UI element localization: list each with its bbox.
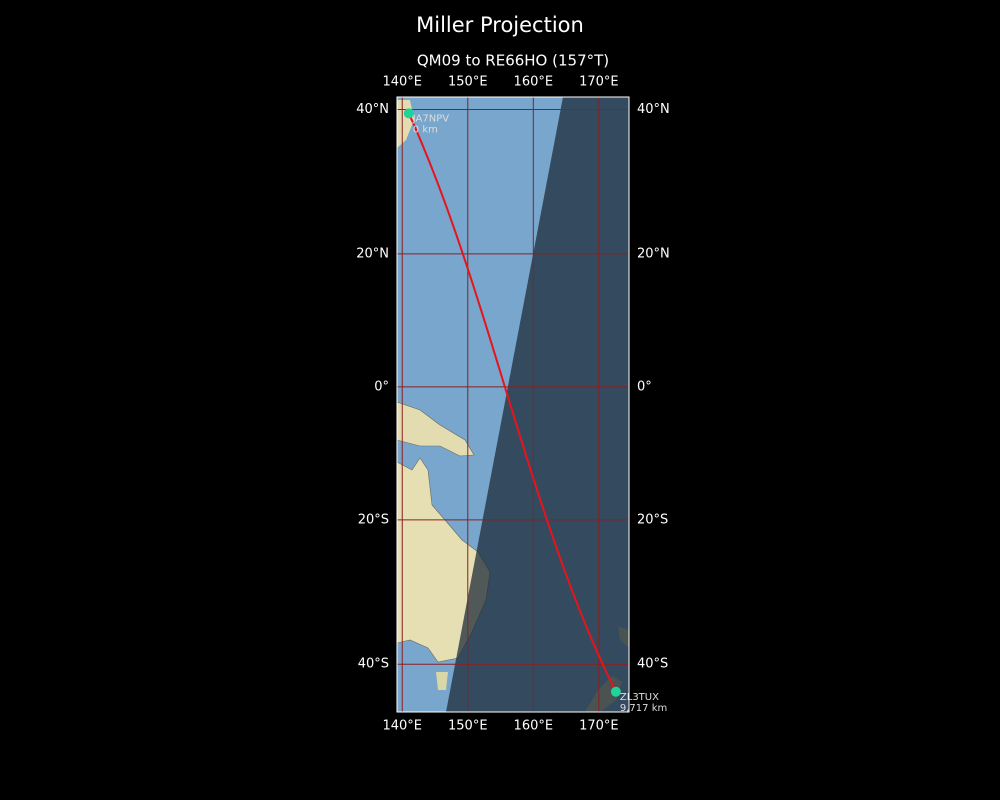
lat-tick-label: 40°S	[358, 657, 389, 672]
station-marker	[403, 108, 414, 119]
lon-tick-label: 140°E	[382, 719, 422, 734]
lon-tick-label: 140°E	[382, 75, 422, 90]
lon-tick-label: 160°E	[514, 75, 554, 90]
lat-tick-label: 0°	[637, 379, 652, 394]
station-marker	[610, 686, 621, 697]
lat-tick-label: 40°N	[356, 102, 389, 117]
lat-tick-label: 20°N	[637, 246, 670, 261]
great-circle-path	[407, 112, 617, 693]
map-frame	[396, 96, 630, 713]
lat-tick-label: 0°	[374, 379, 389, 394]
lat-tick-label: 20°S	[358, 512, 389, 527]
station-distance: 0 km	[413, 124, 438, 135]
lon-tick-label: 160°E	[514, 719, 554, 734]
lat-tick-label: 40°N	[637, 102, 670, 117]
lon-tick-label: 150°E	[448, 75, 488, 90]
lat-tick-label: 40°S	[637, 657, 668, 672]
map-background	[397, 97, 629, 712]
lat-tick-label: 20°S	[637, 512, 668, 527]
lon-tick-label: 170°E	[579, 75, 619, 90]
station-name: JA7NPV	[412, 113, 449, 124]
lon-tick-label: 170°E	[579, 719, 619, 734]
station-name: ZL3TUX	[620, 692, 659, 703]
lat-tick-label: 20°N	[356, 246, 389, 261]
station-distance: 9,717 km	[620, 703, 667, 714]
title: Miller Projection	[416, 13, 584, 37]
subtitle: QM09 to RE66HO (157°T)	[417, 52, 609, 70]
lon-tick-label: 150°E	[448, 719, 488, 734]
